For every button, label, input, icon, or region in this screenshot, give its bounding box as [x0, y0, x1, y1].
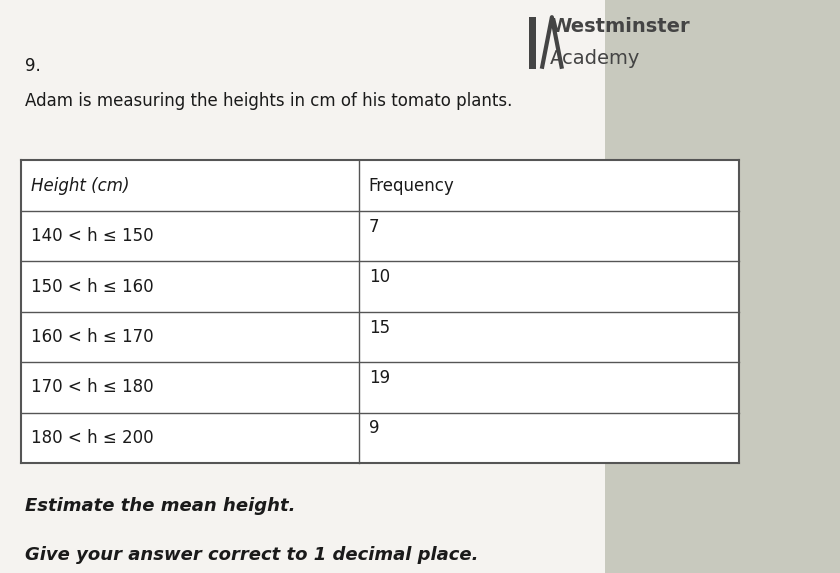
Text: 9: 9	[369, 419, 379, 437]
Bar	[21, 160, 739, 463]
Bar	[529, 17, 536, 69]
Bar	[0, 0, 605, 573]
Text: Give your answer correct to 1 decimal place.: Give your answer correct to 1 decimal pl…	[25, 546, 479, 564]
Text: 9.: 9.	[25, 57, 41, 75]
Text: Academy: Academy	[550, 49, 641, 68]
Text: 7: 7	[369, 218, 379, 236]
Bar	[605, 0, 840, 573]
Text: Estimate the mean height.: Estimate the mean height.	[25, 497, 296, 515]
Text: 150 < h ≤ 160: 150 < h ≤ 160	[31, 277, 154, 296]
Text: Westminster: Westminster	[550, 17, 690, 36]
Text: Adam is measuring the heights in cm of his tomato plants.: Adam is measuring the heights in cm of h…	[25, 92, 512, 109]
Text: 170 < h ≤ 180: 170 < h ≤ 180	[31, 378, 154, 397]
Text: 140 < h ≤ 150: 140 < h ≤ 150	[31, 227, 154, 245]
Text: 160 < h ≤ 170: 160 < h ≤ 170	[31, 328, 154, 346]
Text: 19: 19	[369, 369, 390, 387]
Text: 15: 15	[369, 319, 390, 336]
Text: Frequency: Frequency	[369, 176, 454, 195]
Text: 10: 10	[369, 268, 390, 286]
Text: Height (cm): Height (cm)	[31, 176, 129, 195]
Text: 180 < h ≤ 200: 180 < h ≤ 200	[31, 429, 154, 447]
